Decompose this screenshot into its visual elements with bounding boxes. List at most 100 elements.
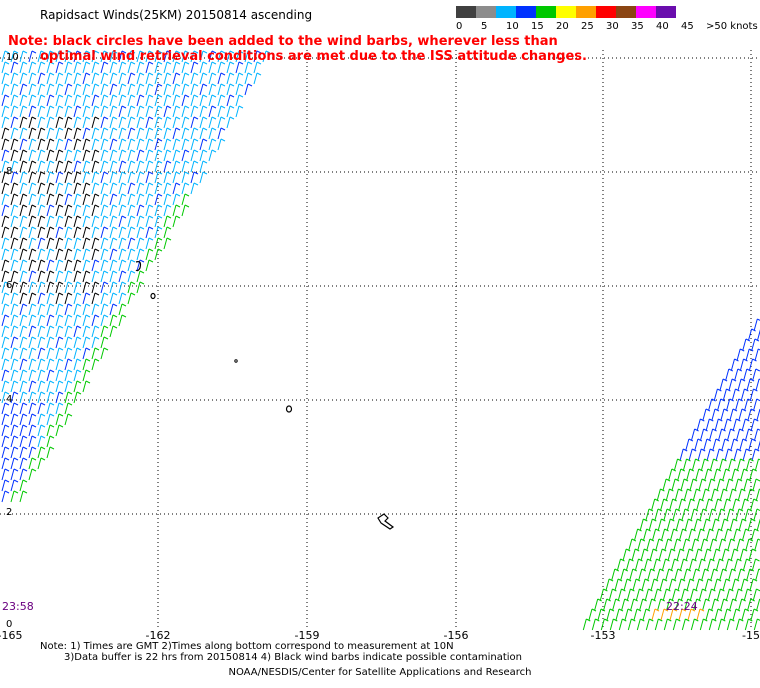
- wind-barb: [127, 61, 136, 74]
- wind-barb: [172, 204, 181, 217]
- wind-barb: [734, 558, 742, 571]
- wind-barb: [700, 538, 709, 551]
- wind-barb: [145, 259, 154, 272]
- wind-barb: [28, 358, 37, 371]
- wind-barb: [46, 127, 55, 140]
- wind-barb: [172, 105, 181, 118]
- wind-barb: [163, 138, 172, 151]
- wind-barb: [64, 171, 73, 184]
- wind-barb: [46, 281, 55, 294]
- wind-barb: [127, 171, 136, 184]
- wind-barb: [728, 378, 737, 391]
- wind-barb: [1, 314, 10, 327]
- wind-barb: [685, 438, 694, 451]
- footer-line-2: 3)Data buffer is 22 hrs from 20150814 4)…: [64, 652, 522, 663]
- wind-barb: [615, 608, 624, 621]
- wind-barb: [100, 347, 109, 360]
- wind-barb: [687, 608, 696, 621]
- wind-barb: [10, 347, 19, 360]
- wind-barb: [208, 61, 217, 74]
- note-line-1: Note: black circles have been added to t…: [8, 34, 558, 49]
- wind-barb: [100, 281, 109, 294]
- wind-barb: [208, 149, 217, 162]
- wind-barb: [136, 127, 145, 140]
- wind-barbs-west-swath: [1, 50, 271, 503]
- wind-barb: [64, 204, 73, 217]
- wind-barb: [154, 248, 163, 261]
- wind-barb: [46, 248, 55, 261]
- wind-barb: [617, 588, 626, 601]
- wind-barb: [28, 292, 37, 305]
- wind-barb: [650, 578, 659, 591]
- wind-barb: [725, 558, 733, 571]
- wind-barb: [46, 391, 55, 404]
- wind-barb: [154, 193, 163, 206]
- wind-barb: [1, 490, 10, 503]
- wind-barb: [717, 508, 726, 521]
- wind-barb: [10, 358, 19, 371]
- wind-barb: [109, 248, 118, 261]
- wind-barb: [172, 149, 181, 162]
- wind-barb: [82, 380, 91, 393]
- wind-barb: [136, 171, 145, 184]
- legend-swatch: [576, 6, 596, 18]
- wind-barb: [748, 328, 756, 341]
- wind-barb: [82, 303, 91, 316]
- wind-barb: [91, 325, 100, 338]
- wind-barb: [633, 608, 642, 621]
- wind-barb: [64, 358, 73, 371]
- wind-barb: [253, 61, 262, 74]
- wind-barb: [639, 598, 647, 611]
- wind-barb: [199, 61, 208, 74]
- wind-barb: [731, 388, 740, 401]
- wind-barb: [751, 528, 759, 541]
- wind-barb: [669, 498, 677, 511]
- wind-barb: [100, 226, 109, 239]
- wind-barb: [64, 314, 73, 327]
- legend-label: 0: [456, 21, 463, 32]
- wind-barb: [136, 72, 145, 85]
- wind-barb: [720, 408, 729, 421]
- wind-barb: [10, 468, 19, 481]
- footer-line-1: Note: 1) Times are GMT 2)Times along bot…: [40, 641, 454, 652]
- wind-barb: [73, 50, 82, 63]
- wind-barb: [721, 548, 730, 561]
- wind-barb: [736, 538, 745, 551]
- wind-barb: [46, 138, 55, 151]
- wind-barb: [655, 538, 664, 551]
- wind-barb: [136, 94, 145, 107]
- wind-barb: [37, 72, 46, 85]
- wind-barb: [145, 193, 154, 206]
- wind-barb: [10, 402, 19, 415]
- wind-barb: [55, 314, 64, 327]
- wind-barb: [662, 478, 671, 491]
- wind-barb: [91, 292, 100, 305]
- wind-barb: [163, 171, 172, 184]
- wind-barb: [73, 105, 82, 118]
- wind-barb: [747, 598, 755, 611]
- wind-barb: [37, 435, 46, 448]
- wind-barb: [109, 61, 118, 74]
- wind-barb: [740, 578, 749, 591]
- wind-barb: [145, 215, 154, 228]
- wind-barb: [732, 498, 740, 511]
- wind-barb: [693, 598, 701, 611]
- wind-barb: [37, 105, 46, 118]
- wind-barb: [82, 204, 91, 217]
- wind-barb: [109, 127, 118, 140]
- wind-barb: [722, 578, 731, 591]
- wind-barb: [19, 72, 28, 85]
- wind-barb: [680, 558, 688, 571]
- wind-barb: [46, 149, 55, 162]
- wind-barb: [217, 105, 226, 118]
- wind-barb: [181, 193, 190, 206]
- wind-barb: [82, 138, 91, 151]
- wind-barb: [19, 292, 28, 305]
- wind-barb: [710, 488, 719, 501]
- wind-barb: [154, 149, 163, 162]
- wind-barb: [154, 160, 163, 173]
- wind-barb: [629, 568, 638, 581]
- wind-barb: [668, 468, 677, 481]
- wind-barb: [109, 292, 118, 305]
- wind-barb: [37, 413, 46, 426]
